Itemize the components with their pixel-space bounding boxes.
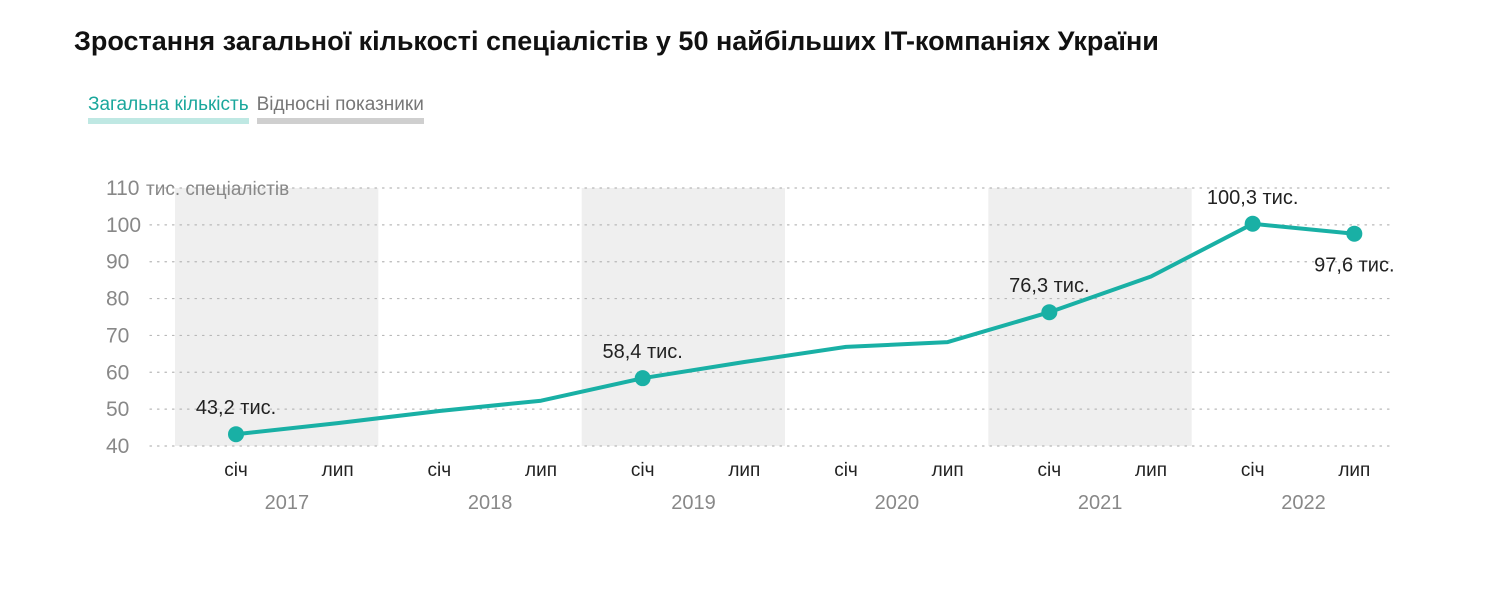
- x-year-label: 2017: [265, 492, 310, 514]
- year-band-2017: [175, 188, 379, 446]
- chart-title: Зростання загальної кількості спеціаліст…: [74, 26, 1159, 56]
- x-year-label: 2020: [875, 492, 920, 514]
- x-month-label: лип: [728, 460, 760, 481]
- x-month-label: січ: [428, 460, 452, 481]
- year-band-2021: [988, 188, 1192, 446]
- x-month-label: лип: [525, 460, 557, 481]
- x-month-label: січ: [224, 460, 248, 481]
- data-point: [1346, 225, 1363, 242]
- y-tick-label: 110: [106, 177, 139, 200]
- data-label: 43,2 тис.: [196, 397, 276, 419]
- x-month-label: січ: [834, 460, 858, 481]
- x-year-label: 2022: [1281, 492, 1326, 514]
- x-month-label: січ: [1038, 460, 1062, 481]
- year-band-2019: [581, 188, 785, 446]
- y-tick-label: 100: [106, 214, 141, 237]
- y-tick-label: 40: [106, 435, 129, 458]
- x-month-label: лип: [322, 460, 354, 481]
- data-point: [1041, 304, 1058, 321]
- data-point: [634, 370, 651, 387]
- tab-bar: Загальна кількість Відносні показники: [88, 94, 424, 124]
- data-point: [1244, 215, 1261, 232]
- x-month-label: лип: [1338, 460, 1370, 481]
- x-month-label: січ: [1241, 460, 1265, 481]
- series-line: [234, 221, 1357, 437]
- x-year-label: 2019: [671, 492, 716, 514]
- y-tick-label: 90: [106, 251, 129, 274]
- data-label: 58,4 тис.: [602, 341, 682, 363]
- data-label: 97,6 тис.: [1314, 255, 1394, 277]
- x-month-label: лип: [932, 460, 964, 481]
- y-axis-label: тис. спеціалістів: [146, 179, 289, 200]
- tab-total-count[interactable]: Загальна кількість: [88, 94, 249, 124]
- y-tick-label: 70: [106, 324, 129, 347]
- x-year-label: 2021: [1078, 492, 1123, 514]
- x-month-label: лип: [1135, 460, 1167, 481]
- y-tick-label: 50: [106, 398, 129, 421]
- data-label: 100,3 тис.: [1207, 187, 1299, 209]
- tab-relative-indicators[interactable]: Відносні показники: [256, 94, 424, 124]
- y-tick-label: 80: [106, 288, 129, 311]
- data-label: 76,3 тис.: [1009, 275, 1089, 297]
- x-year-label: 2018: [468, 492, 513, 514]
- y-tick-label: 60: [106, 361, 129, 384]
- x-month-label: січ: [631, 460, 655, 481]
- data-point: [228, 426, 244, 443]
